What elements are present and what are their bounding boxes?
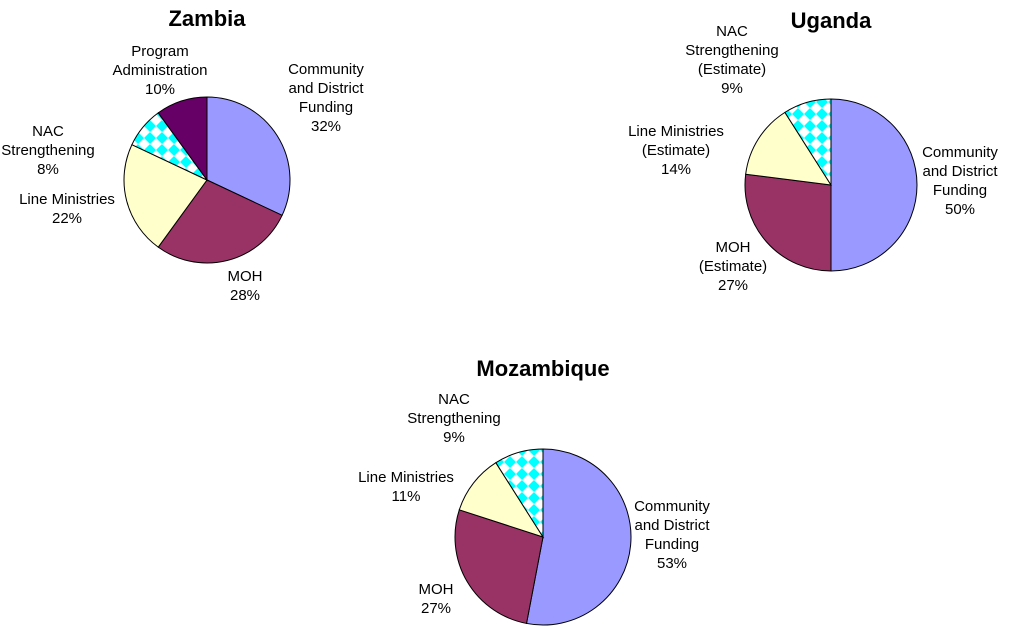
category-label: NAC Strengthening xyxy=(407,391,501,427)
chart-title: Mozambique xyxy=(476,356,609,381)
category-label: Community and District Funding xyxy=(634,498,710,553)
category-label: MOH xyxy=(418,581,454,598)
slice-label: Line Ministries (Estimate) 14% xyxy=(621,122,731,179)
pie-slice xyxy=(157,179,283,264)
value-label: 27% xyxy=(420,600,452,617)
category-label: Program Administration xyxy=(112,43,208,79)
pie-slice xyxy=(157,96,208,182)
value-label: 10% xyxy=(144,81,176,98)
pie-slice xyxy=(745,111,832,186)
slice-label: Program Administration 10% xyxy=(105,42,215,99)
value-label: 50% xyxy=(944,201,976,218)
slice-label: MOH 27% xyxy=(406,580,466,618)
category-label: Line Ministries (Estimate) xyxy=(628,123,724,159)
slice-label: Line Ministries 22% xyxy=(2,190,132,228)
category-label: Line Ministries xyxy=(358,469,454,486)
slice-label: Community and District Funding 50% xyxy=(915,143,1005,219)
category-label: MOH (Estimate) xyxy=(698,239,768,275)
value-label: 28% xyxy=(229,287,261,304)
chart-title: Zambia xyxy=(168,6,246,31)
value-label: 11% xyxy=(391,488,421,505)
slice-label: MOH 28% xyxy=(215,267,275,305)
value-label: 53% xyxy=(656,555,688,572)
slice-label: NAC Strengthening 9% xyxy=(404,390,504,447)
value-label: 8% xyxy=(37,161,59,178)
category-label: Line Ministries xyxy=(19,191,115,208)
pie-slice xyxy=(525,448,632,626)
slice-label: MOH (Estimate) 27% xyxy=(693,238,773,295)
value-label: 27% xyxy=(717,277,749,294)
pie-slice xyxy=(830,98,918,272)
value-label: 9% xyxy=(443,429,465,446)
slice-label: Line Ministries 11% xyxy=(341,468,471,506)
pie-slice xyxy=(784,98,832,187)
value-label: 9% xyxy=(721,80,743,97)
category-label: Community and District Funding xyxy=(922,144,998,199)
chart-title: Uganda xyxy=(791,8,872,33)
pie-slice xyxy=(744,173,832,272)
value-label: 22% xyxy=(51,210,83,227)
slice-label: Community and District Funding 53% xyxy=(627,497,717,573)
category-label: MOH xyxy=(227,268,263,285)
slice-label: NAC Strengthening 8% xyxy=(0,122,98,179)
value-label: 32% xyxy=(310,118,342,135)
category-label: NAC Strengthening xyxy=(1,123,95,159)
slice-label: Community and District Funding 32% xyxy=(281,60,371,136)
pie-slice xyxy=(495,448,544,539)
pie-slice xyxy=(454,509,544,625)
category-label: NAC Strengthening (Estimate) xyxy=(685,23,779,78)
pie-slice xyxy=(206,96,291,217)
value-label: 14% xyxy=(660,161,692,178)
category-label: Community and District Funding xyxy=(288,61,364,116)
slice-label: NAC Strengthening (Estimate) 9% xyxy=(682,22,782,98)
